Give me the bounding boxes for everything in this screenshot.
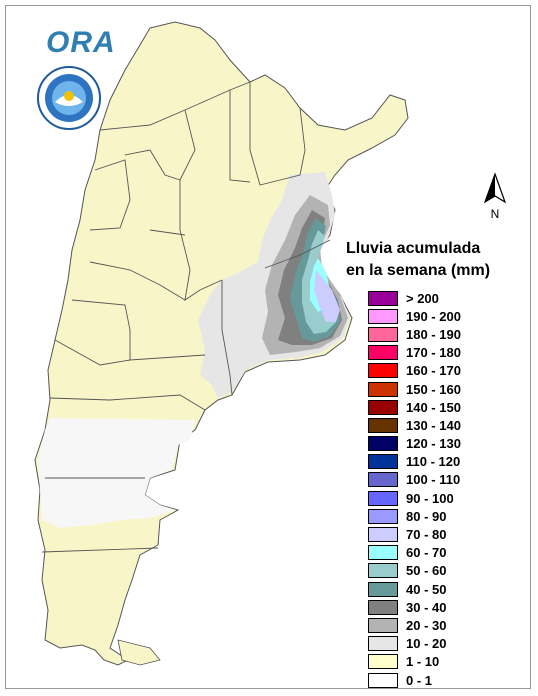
north-arrow-icon: N bbox=[483, 172, 507, 220]
legend-item: 90 - 100 bbox=[368, 489, 461, 507]
legend-item: 70 - 80 bbox=[368, 525, 461, 543]
legend-label: > 200 bbox=[406, 290, 439, 306]
legend-swatch bbox=[368, 345, 398, 361]
legend-swatch bbox=[368, 599, 398, 615]
legend-title-line2: en la semana (mm) bbox=[346, 262, 491, 279]
ora-logo-text: ORA bbox=[46, 26, 116, 59]
rainfall-legend: > 200 190 - 200 180 - 190 170 - 180 160 - 17… bbox=[368, 289, 461, 689]
north-label: N bbox=[491, 207, 500, 220]
legend-swatch bbox=[368, 381, 398, 397]
legend-label: 160 - 170 bbox=[406, 363, 461, 379]
legend-swatch bbox=[368, 617, 398, 633]
legend-label: 120 - 130 bbox=[406, 436, 461, 452]
legend-swatch bbox=[368, 417, 398, 433]
legend-label: 180 - 190 bbox=[406, 326, 461, 342]
legend-swatch bbox=[368, 472, 398, 488]
legend-item: 0 - 1 bbox=[368, 671, 461, 689]
legend-label: 80 - 90 bbox=[406, 508, 447, 524]
legend-swatch bbox=[368, 290, 398, 306]
legend-swatch bbox=[368, 436, 398, 452]
legend-item: 180 - 190 bbox=[368, 325, 461, 343]
ora-logo: ORA bbox=[46, 26, 116, 60]
dry-region-patagonia bbox=[38, 418, 195, 528]
legend-label: 10 - 20 bbox=[406, 636, 447, 652]
legend-item: 30 - 40 bbox=[368, 598, 461, 616]
legend-swatch bbox=[368, 308, 398, 324]
legend-label: 20 - 30 bbox=[406, 617, 447, 633]
legend-item: 100 - 110 bbox=[368, 471, 461, 489]
legend-label: 100 - 110 bbox=[406, 472, 461, 488]
legend-label: 170 - 180 bbox=[406, 345, 461, 361]
legend-swatch bbox=[368, 508, 398, 524]
legend-label: 0 - 1 bbox=[406, 672, 433, 688]
legend-item: 170 - 180 bbox=[368, 344, 461, 362]
legend-label: 110 - 120 bbox=[406, 454, 461, 470]
legend-item: 50 - 60 bbox=[368, 562, 461, 580]
legend-swatch bbox=[368, 563, 398, 579]
legend-item: 80 - 90 bbox=[368, 507, 461, 525]
legend-item: 1 - 10 bbox=[368, 653, 461, 671]
legend-label: 130 - 140 bbox=[406, 417, 461, 433]
legend-label: 30 - 40 bbox=[406, 599, 447, 615]
legend-item: 140 - 150 bbox=[368, 398, 461, 416]
legend-swatch bbox=[368, 654, 398, 670]
legend-swatch bbox=[368, 581, 398, 597]
legend-swatch bbox=[368, 545, 398, 561]
legend-label: 140 - 150 bbox=[406, 399, 461, 415]
legend-label: 1 - 10 bbox=[406, 654, 440, 670]
legend-swatch bbox=[368, 454, 398, 470]
legend-label: 60 - 70 bbox=[406, 545, 447, 561]
legend-item: 120 - 130 bbox=[368, 435, 461, 453]
smn-seal-icon bbox=[37, 66, 101, 130]
legend-title: Lluvia acumulada en la semana (mm) bbox=[346, 238, 536, 282]
legend-swatch bbox=[368, 672, 398, 688]
legend-item: 130 - 140 bbox=[368, 416, 461, 434]
tierra-del-fuego bbox=[117, 639, 161, 666]
legend-item: 110 - 120 bbox=[368, 453, 461, 471]
legend-title-line1: Lluvia acumulada bbox=[346, 240, 481, 257]
legend-item: 190 - 200 bbox=[368, 307, 461, 325]
province-borders bbox=[41, 81, 331, 553]
legend-item: 20 - 30 bbox=[368, 616, 461, 634]
legend-label: 90 - 100 bbox=[406, 490, 454, 506]
legend-item: 160 - 170 bbox=[368, 362, 461, 380]
legend-swatch bbox=[368, 490, 398, 506]
legend-item: 60 - 70 bbox=[368, 544, 461, 562]
rain-zone-70-80 bbox=[314, 270, 340, 322]
legend-item: 40 - 50 bbox=[368, 580, 461, 598]
legend-label: 40 - 50 bbox=[406, 581, 447, 597]
legend-swatch bbox=[368, 636, 398, 652]
legend-label: 190 - 200 bbox=[406, 308, 461, 324]
legend-item: > 200 bbox=[368, 289, 461, 307]
legend-item: 10 - 20 bbox=[368, 635, 461, 653]
legend-swatch bbox=[368, 363, 398, 379]
legend-label: 50 - 60 bbox=[406, 563, 447, 579]
legend-swatch bbox=[368, 399, 398, 415]
legend-swatch bbox=[368, 527, 398, 543]
legend-label: 70 - 80 bbox=[406, 527, 447, 543]
legend-label: 150 - 160 bbox=[406, 381, 461, 397]
legend-item: 150 - 160 bbox=[368, 380, 461, 398]
legend-swatch bbox=[368, 326, 398, 342]
